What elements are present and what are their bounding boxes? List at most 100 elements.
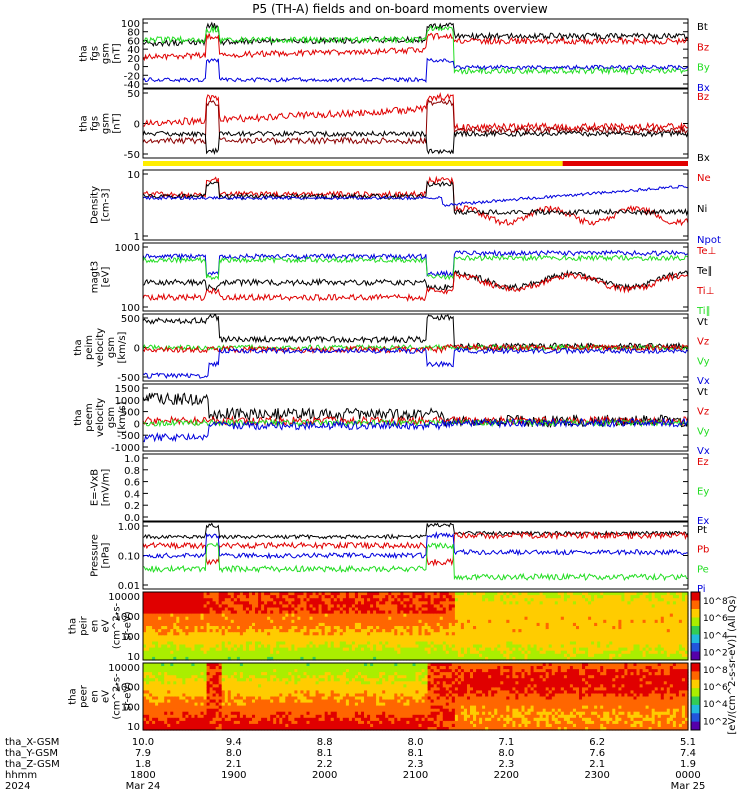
peir-spectrogram-cell [430, 592, 435, 596]
peir-spectrogram-cell [642, 613, 647, 618]
peer-spectrogram-cell [164, 678, 168, 682]
peir-spectrogram-cell [491, 622, 495, 627]
peir-spectrogram-cell [518, 641, 522, 646]
peir-spectrogram-cell [606, 629, 610, 633]
peer-spectrogram-cell [224, 702, 229, 707]
peir-spectrogram-cell [621, 613, 625, 618]
peir-spectrogram-cell [279, 635, 283, 639]
peir-spectrogram-cell [206, 607, 211, 612]
peer-spectrogram-cell [185, 690, 189, 694]
peir-spectrogram-cell [572, 592, 577, 596]
peir-spectrogram-cell [418, 619, 423, 624]
peer-spectrogram-cell [161, 702, 165, 707]
peer-spectrogram-cell [218, 669, 223, 673]
peir-spectrogram-cell [327, 629, 332, 633]
peir-spectrogram-cell [291, 610, 295, 615]
peir-spectrogram-cell [373, 592, 377, 596]
peir-spectrogram-cell [361, 650, 365, 655]
peir-spectrogram-cell [161, 601, 165, 605]
peir-spectrogram-cell [318, 635, 323, 639]
peir-spectrogram-cell [285, 592, 289, 596]
peir-spectrogram-cell [563, 610, 568, 615]
ylabel-peer-3: eV [101, 690, 112, 703]
peir-spectrogram-cell [560, 613, 565, 618]
peir-spectrogram-cell [497, 656, 501, 661]
peir-spectrogram-cell [506, 644, 510, 649]
peer-spectrogram-cell [249, 696, 253, 701]
peir-spectrogram-cell [654, 622, 659, 627]
peir-spectrogram-cell [318, 598, 323, 602]
peir-spectrogram-cell [454, 616, 459, 621]
peir-spectrogram-cell [457, 635, 462, 639]
peer-spectrogram-cell [255, 693, 259, 698]
peir-spectrogram-cell [591, 598, 595, 602]
peir-spectrogram-cell [339, 656, 344, 661]
peir-spectrogram-cell [158, 632, 162, 636]
peir-spectrogram-cell [282, 613, 286, 618]
peir-spectrogram-cell [149, 641, 153, 646]
peir-spectrogram-cell [560, 616, 565, 621]
peir-spectrogram-cell [385, 656, 389, 661]
peir-spectrogram-cell [336, 644, 341, 649]
peir-spectrogram-cell [345, 601, 350, 605]
peir-spectrogram-cell [463, 607, 468, 612]
peir-spectrogram-cell [158, 613, 162, 618]
peir-spectrogram-cell [173, 601, 177, 605]
peir-spectrogram-cell [324, 616, 329, 621]
peir-spectrogram-cell [348, 650, 353, 655]
peir-spectrogram-cell [533, 632, 538, 636]
peir-spectrogram-cell [315, 601, 320, 605]
peir-spectrogram-cell [406, 647, 410, 652]
peir-spectrogram-cell [488, 610, 492, 615]
peir-spectrogram-cell [657, 653, 662, 658]
peir-spectrogram-cell [249, 607, 253, 612]
ylabel-peem_vel-4: [km/s] [117, 401, 128, 433]
peir-spectrogram-cell [315, 604, 320, 609]
peir-spectrogram-cell [482, 592, 486, 596]
peir-spectrogram-cell [388, 632, 392, 636]
peir-spectrogram-cell [188, 644, 192, 649]
peir-spectrogram-cell [551, 622, 556, 627]
peir-spectrogram-cell [482, 629, 486, 633]
peir-spectrogram-cell [197, 647, 202, 652]
peer-spectrogram-cell [230, 687, 235, 691]
peer-spectrogram-cell [239, 708, 244, 713]
peir-spectrogram-cell [678, 622, 683, 627]
peir-spectrogram-cell [300, 622, 304, 627]
peir-spectrogram-cell [367, 653, 371, 658]
peir-spectrogram-cell [621, 619, 625, 624]
peer-spectrogram-cell [149, 711, 153, 716]
peir-spectrogram-cell [249, 647, 253, 652]
peir-spectrogram-cell [212, 622, 217, 627]
peir-spectrogram-cell [267, 644, 271, 649]
peer-spectrogram-cell [206, 669, 211, 673]
peir-spectrogram-cell [403, 653, 407, 658]
peir-spectrogram-cell [264, 598, 268, 602]
peir-spectrogram-cell [400, 622, 404, 627]
peir-spectrogram-cell [191, 592, 195, 596]
peir-spectrogram-cell [600, 641, 604, 646]
peir-spectrogram-cell [594, 632, 598, 636]
peir-spectrogram-cell [170, 601, 174, 605]
peir-spectrogram-cell [173, 622, 177, 627]
peir-spectrogram-cell [236, 650, 241, 655]
peir-spectrogram-cell [185, 641, 189, 646]
peir-spectrogram-cell [609, 656, 613, 661]
peir-spectrogram-cell [364, 635, 368, 639]
peir-spectrogram-cell [600, 635, 604, 639]
peir-spectrogram-cell [303, 592, 308, 596]
peir-spectrogram-cell [249, 616, 253, 621]
peer-spectrogram-cell [236, 708, 241, 713]
peir-spectrogram-cell [548, 653, 553, 658]
peir-spectrogram-cell [279, 619, 283, 624]
peer-spectrogram-cell [255, 714, 259, 719]
peir-spectrogram-cell [409, 650, 413, 655]
peir-spectrogram-cell [276, 613, 280, 618]
peer-spectrogram-cell [149, 720, 153, 725]
peir-spectrogram-cell [539, 635, 544, 639]
peir-spectrogram-cell [373, 638, 377, 643]
peir-spectrogram-cell [412, 592, 417, 596]
peir-spectrogram-cell [473, 604, 477, 609]
peir-spectrogram-cell [185, 604, 189, 609]
peir-spectrogram-cell [621, 635, 625, 639]
